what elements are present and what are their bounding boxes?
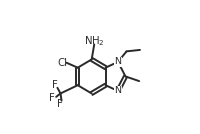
Text: Cl: Cl [57, 58, 67, 68]
Text: F: F [49, 93, 55, 103]
Text: F: F [57, 99, 62, 109]
Text: N: N [114, 57, 121, 66]
Text: F: F [51, 80, 57, 90]
Text: N: N [114, 86, 121, 96]
Text: NH$_2$: NH$_2$ [83, 34, 104, 48]
